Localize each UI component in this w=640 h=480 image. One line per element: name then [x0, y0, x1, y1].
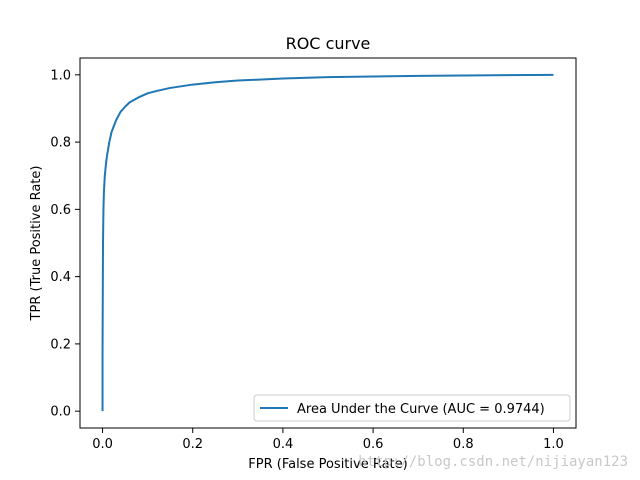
roc-series-line-0	[101, 73, 554, 412]
legend: Area Under the Curve (AUC = 0.9744)	[253, 394, 571, 422]
x-tick-label: 0.2	[182, 437, 203, 452]
axis-ticks: 0.0 0.2 0.4 0.6 0.8 1.0 0.0 0.2 0.4 0.6 0.8 1.0	[50, 68, 563, 452]
y-tick-label: 1.0	[50, 68, 71, 83]
x-tick-label: 0.4	[273, 437, 294, 452]
x-tick-label: 0.8	[453, 437, 474, 452]
x-tick-label: 1.0	[543, 437, 564, 452]
legend-box	[253, 394, 571, 422]
y-tick-label: 0.8	[50, 136, 71, 151]
y-tick-label: 0.6	[50, 203, 71, 218]
x-tick-label: 0.6	[363, 437, 384, 452]
chart-title: ROC curve	[286, 34, 371, 53]
y-tick-label: 0.0	[50, 405, 71, 420]
x-tick-label: 0.0	[92, 437, 113, 452]
y-tick-label: 0.2	[50, 337, 71, 352]
watermark-text: http://blog.csdn.net/nijiayan123	[358, 454, 628, 470]
legend-entry-label: Area Under the Curve (AUC = 0.9744)	[297, 402, 545, 417]
x-axis-label: FPR (False Positive Rate)	[248, 457, 407, 472]
y-axis-label: TPR (True Positive Rate)	[29, 166, 44, 322]
axes-frame	[79, 57, 577, 429]
y-tick-label: 0.4	[50, 270, 71, 285]
plot-area	[101, 73, 554, 412]
